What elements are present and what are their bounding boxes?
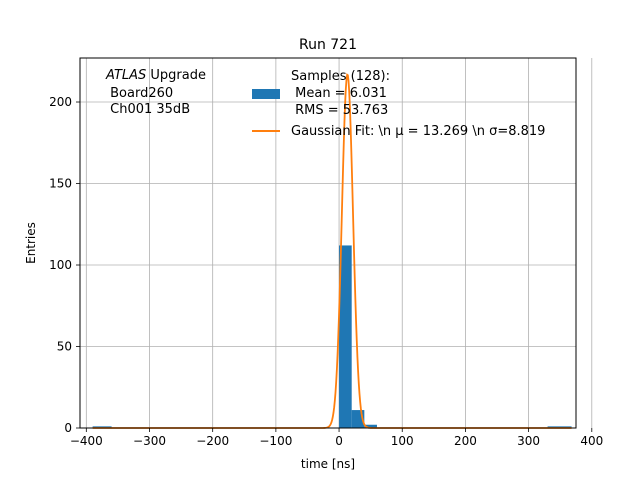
axis-ticks: −400 −300 −200 −100 0 100 200 300 400 0 50 100 150 20…	[49, 95, 603, 448]
x-tick-label: −200	[196, 434, 229, 448]
x-tick-label: 400	[580, 434, 603, 448]
legend-hist-label-line3: RMS = 53.763	[291, 103, 388, 118]
y-tick-label: 50	[57, 340, 72, 354]
x-tick-label: 0	[335, 434, 343, 448]
x-tick-label: −100	[259, 434, 292, 448]
plot-frame	[79, 57, 577, 429]
histogram-bar	[339, 245, 352, 428]
x-tick-label: −400	[70, 434, 103, 448]
legend-hist-label-line2: Mean = 6.031	[291, 86, 387, 101]
atlas-annotation-line2: Board260	[106, 86, 173, 101]
y-axis-label: Entries	[24, 222, 38, 264]
legend: Samples (128): Mean = 6.031 RMS = 53.763…	[252, 69, 545, 139]
atlas-annotation-line1: ATLAS Upgrade	[105, 68, 206, 83]
atlas-annotation-line3: Ch001 35dB	[106, 102, 190, 117]
legend-fit-label: Gaussian Fit: \n μ = 13.269 \n σ=8.819	[291, 124, 545, 139]
histogram-bar	[364, 424, 377, 428]
x-tick-label: 300	[517, 434, 540, 448]
upgrade-label: Upgrade	[146, 68, 206, 83]
chart-title: Run 721	[299, 37, 357, 53]
legend-hist-label-line1: Samples (128):	[291, 69, 390, 84]
x-tick-label: 100	[391, 434, 414, 448]
x-tick-label: −300	[133, 434, 166, 448]
y-tick-label: 150	[49, 177, 72, 191]
y-tick-label: 200	[49, 95, 72, 109]
x-tick-label: 200	[454, 434, 477, 448]
y-tick-label: 100	[49, 258, 72, 272]
legend-hist-swatch	[252, 89, 280, 99]
y-tick-label: 0	[64, 421, 72, 435]
atlas-annotation: ATLAS Upgrade Board260 Ch001 35dB	[105, 68, 206, 117]
x-axis-label: time [ns]	[301, 457, 355, 471]
atlas-label: ATLAS	[105, 68, 146, 83]
